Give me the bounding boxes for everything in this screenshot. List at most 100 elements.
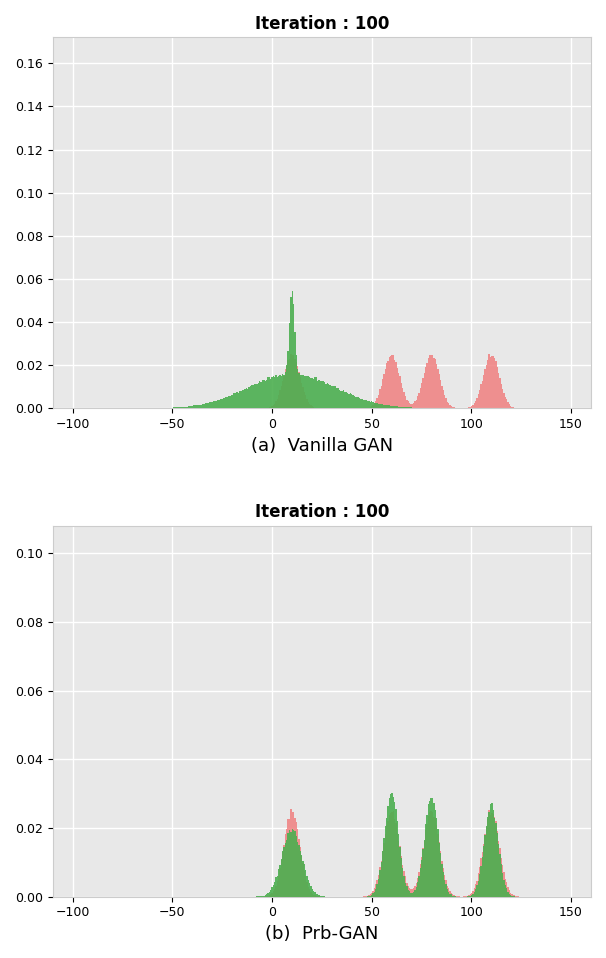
- Bar: [256, 383, 258, 408]
- Bar: [205, 403, 207, 408]
- Bar: [402, 865, 404, 897]
- Bar: [278, 870, 279, 897]
- Bar: [348, 394, 350, 408]
- Bar: [313, 379, 315, 408]
- Bar: [379, 404, 381, 408]
- Bar: [379, 870, 381, 897]
- Bar: [356, 397, 358, 408]
- Bar: [399, 376, 401, 408]
- Bar: [375, 889, 376, 897]
- Bar: [259, 381, 261, 408]
- Bar: [451, 406, 452, 408]
- Bar: [338, 388, 339, 408]
- Bar: [505, 885, 506, 897]
- Bar: [278, 876, 279, 897]
- Bar: [289, 818, 290, 897]
- Bar: [309, 403, 310, 408]
- Bar: [373, 402, 374, 408]
- Bar: [508, 890, 510, 897]
- Bar: [410, 889, 411, 897]
- Bar: [285, 373, 286, 408]
- Bar: [449, 405, 451, 408]
- Bar: [496, 831, 498, 897]
- Bar: [341, 391, 343, 408]
- Bar: [261, 382, 262, 408]
- Bar: [311, 406, 313, 408]
- Bar: [265, 895, 266, 897]
- Bar: [388, 798, 390, 897]
- Bar: [305, 396, 307, 408]
- Bar: [277, 399, 278, 408]
- Bar: [504, 879, 505, 897]
- Bar: [501, 384, 502, 408]
- Bar: [320, 381, 321, 408]
- Bar: [304, 864, 305, 897]
- Bar: [490, 805, 491, 897]
- Bar: [378, 395, 379, 408]
- Bar: [504, 393, 505, 408]
- Bar: [370, 896, 371, 897]
- Bar: [268, 407, 270, 408]
- Bar: [494, 818, 495, 897]
- Bar: [429, 801, 430, 897]
- Bar: [420, 388, 421, 408]
- Bar: [378, 403, 379, 408]
- Bar: [385, 834, 386, 897]
- Bar: [266, 379, 267, 408]
- Bar: [297, 842, 298, 897]
- Bar: [437, 369, 439, 408]
- Bar: [271, 377, 273, 408]
- Bar: [310, 405, 311, 408]
- Bar: [271, 406, 273, 408]
- Bar: [190, 406, 191, 408]
- Bar: [281, 376, 282, 408]
- Bar: [177, 407, 178, 408]
- Bar: [413, 892, 415, 897]
- Bar: [350, 394, 351, 408]
- Bar: [448, 892, 449, 897]
- Bar: [254, 384, 255, 408]
- Bar: [191, 405, 193, 408]
- Bar: [494, 817, 495, 897]
- Bar: [284, 376, 285, 408]
- Bar: [287, 819, 289, 897]
- Bar: [417, 882, 418, 897]
- Bar: [418, 872, 420, 897]
- Bar: [277, 881, 278, 897]
- Bar: [204, 403, 205, 408]
- Bar: [332, 386, 333, 408]
- Bar: [301, 383, 302, 408]
- Bar: [471, 893, 472, 897]
- Bar: [495, 823, 496, 897]
- Bar: [310, 377, 311, 408]
- Bar: [482, 853, 483, 897]
- Bar: [401, 382, 402, 408]
- Bar: [386, 818, 387, 897]
- Bar: [501, 857, 502, 897]
- Bar: [478, 394, 479, 408]
- Bar: [277, 876, 278, 897]
- Bar: [287, 833, 289, 897]
- Bar: [299, 847, 301, 897]
- Bar: [385, 369, 386, 408]
- Bar: [290, 354, 291, 408]
- Bar: [394, 819, 395, 897]
- Bar: [178, 407, 179, 408]
- Bar: [391, 793, 393, 897]
- Bar: [474, 402, 475, 408]
- Bar: [267, 893, 268, 897]
- Bar: [188, 406, 189, 408]
- Bar: [382, 404, 383, 408]
- Bar: [376, 883, 378, 897]
- Bar: [496, 367, 498, 408]
- Bar: [308, 887, 309, 897]
- Bar: [488, 354, 490, 408]
- Bar: [301, 855, 302, 897]
- Bar: [278, 396, 279, 408]
- Bar: [305, 870, 307, 897]
- Bar: [411, 889, 413, 897]
- Bar: [374, 888, 375, 897]
- Bar: [393, 354, 394, 408]
- Bar: [304, 871, 305, 897]
- Bar: [499, 848, 501, 897]
